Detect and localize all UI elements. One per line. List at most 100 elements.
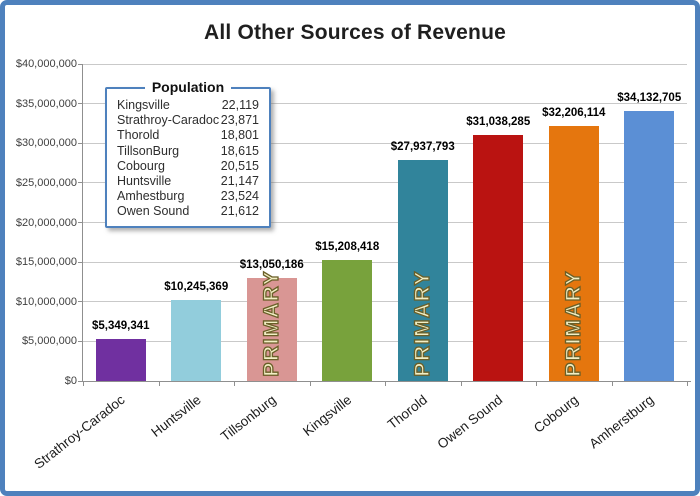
bar-cobourg: PRIMARY bbox=[548, 125, 599, 381]
gridline bbox=[83, 222, 687, 223]
bar-value-label: $31,038,285 bbox=[466, 116, 531, 129]
legend-row-value: 21,612 bbox=[220, 204, 259, 219]
y-axis-tick-label: $40,000,000 bbox=[15, 58, 77, 70]
bar-slot: $34,132,705 bbox=[612, 64, 688, 381]
bar-value-label: $15,208,418 bbox=[315, 241, 380, 254]
legend-row: Huntsville 21,147 bbox=[117, 174, 259, 189]
x-axis-category-label: Huntsville bbox=[148, 392, 204, 440]
legend-row-name: Kingsville bbox=[117, 98, 170, 112]
y-axis-tick-label: $20,000,000 bbox=[15, 216, 77, 229]
bar-slot: PRIMARY $32,206,114 bbox=[536, 64, 612, 381]
bar-huntsville bbox=[171, 299, 222, 381]
y-axis-tick bbox=[78, 261, 82, 263]
y-axis-tick bbox=[78, 103, 82, 105]
gridline bbox=[83, 103, 687, 105]
legend-row-name: Amhestburg bbox=[117, 189, 185, 204]
bar-overlay-label: PRIMARY bbox=[259, 270, 283, 378]
y-axis-tick bbox=[78, 301, 82, 303]
legend-title-text: Population bbox=[144, 79, 232, 95]
legend-row-name: Thorold bbox=[117, 128, 160, 143]
x-axis-tick bbox=[460, 382, 462, 386]
y-axis-tick bbox=[78, 222, 82, 223]
x-axis-tick bbox=[536, 382, 537, 386]
legend-row-name: Cobourg bbox=[117, 158, 165, 173]
legend-row-name: Huntsville bbox=[117, 174, 172, 189]
x-axis-tick bbox=[83, 382, 84, 386]
bar-thorold: PRIMARY bbox=[397, 159, 448, 381]
bar-slot: $5,349,341 bbox=[83, 64, 159, 381]
gridline bbox=[83, 63, 687, 65]
x-axis-category-label: Strathroy-Caradoc bbox=[31, 392, 128, 472]
gridline bbox=[83, 182, 687, 184]
legend-row-value: 21,147 bbox=[220, 174, 259, 189]
x-axis-tick bbox=[611, 382, 613, 386]
legend-row-value: 23,524 bbox=[220, 189, 259, 204]
x-axis-category-label: Cobourg bbox=[530, 392, 581, 436]
bar-slot: PRIMARY $13,050,186 bbox=[234, 64, 310, 381]
legend-row: Owen Sound 21,612 bbox=[117, 204, 259, 219]
bar-slot: PRIMARY $27,937,793 bbox=[385, 64, 461, 381]
bar-strathroy-caradoc bbox=[95, 338, 146, 381]
legend-row: Kingsville 22,119 bbox=[117, 98, 259, 113]
x-axis-category-label: Tillsonburg bbox=[218, 392, 279, 445]
legend-row-value: 18,615 bbox=[220, 143, 259, 158]
legend-row-value: 23,871 bbox=[220, 113, 259, 128]
x-axis-category-label: Kingsville bbox=[300, 392, 355, 439]
legend-row-value: 22,119 bbox=[221, 98, 259, 112]
bar-overlay-label: PRIMARY bbox=[561, 270, 585, 378]
x-axis-tick bbox=[687, 382, 688, 386]
y-axis-tick-label: $25,000,000 bbox=[15, 176, 77, 189]
bar-value-label: $27,937,793 bbox=[390, 140, 455, 153]
y-axis-tick-label: $15,000,000 bbox=[15, 256, 77, 269]
y-axis-tick bbox=[78, 142, 82, 144]
y-axis-tick-label: $35,000,000 bbox=[15, 97, 77, 110]
legend-row: Strathroy-Caradoc 23,871 bbox=[117, 113, 259, 128]
x-axis-tick bbox=[309, 382, 311, 386]
y-axis-tick-label: $30,000,000 bbox=[15, 137, 77, 150]
legend-row-value: 20,515 bbox=[220, 158, 259, 173]
x-axis-category-label: Thorold bbox=[384, 392, 430, 433]
legend-title: Population bbox=[107, 79, 269, 97]
bar-kingsville bbox=[322, 260, 373, 381]
legend-row-name: TillsonBurg bbox=[117, 143, 180, 158]
x-axis-category-label: Amherstburg bbox=[586, 392, 657, 452]
legend-row-name: Owen Sound bbox=[117, 204, 190, 219]
chart-title: All Other Sources of Revenue bbox=[203, 21, 506, 44]
y-axis-line bbox=[82, 64, 83, 382]
bar-tillsonburg: PRIMARY bbox=[246, 270, 297, 381]
legend-row: Thorold 18,801 bbox=[117, 128, 259, 143]
legend-row: Amhestburg 23,524 bbox=[117, 189, 259, 204]
bar-amherstburg bbox=[624, 110, 675, 381]
bar-value-label: $34,132,705 bbox=[617, 91, 682, 104]
bar-slot: $31,038,285 bbox=[461, 64, 537, 381]
bar-overlay-label: PRIMARY bbox=[410, 270, 434, 378]
bar-value-label: $13,050,186 bbox=[239, 258, 304, 271]
legend-row: TillsonBurg 18,615 bbox=[117, 144, 259, 159]
bar-value-label: $32,206,114 bbox=[542, 106, 606, 119]
y-axis-tick bbox=[78, 340, 82, 342]
legend-rows: Kingsville 22,119 Strathroy-Caradoc 23,871 T… bbox=[117, 98, 259, 220]
bar-value-label: $5,349,341 bbox=[91, 319, 150, 332]
x-axis-tick bbox=[385, 382, 386, 386]
y-axis-tick bbox=[78, 63, 82, 65]
x-axis-line bbox=[78, 381, 691, 382]
gridline bbox=[83, 340, 687, 342]
y-axis-tick bbox=[78, 182, 82, 184]
legend-row: Cobourg 20,515 bbox=[117, 159, 259, 174]
x-axis-category-label: Owen Sound bbox=[434, 392, 506, 452]
y-axis-tick-label: $0 bbox=[64, 375, 77, 387]
legend-box: Population Kingsville 22,119 Strathroy-Car… bbox=[105, 79, 271, 228]
x-axis-tick bbox=[158, 382, 160, 386]
plot-area: $0 $5,000,000 $10,000,000 $15,000,000 $20,00… bbox=[16, 58, 691, 472]
legend-row-value: 18,801 bbox=[220, 128, 259, 143]
x-axis-tick bbox=[234, 382, 235, 386]
bar-slot: $10,245,369 bbox=[159, 64, 235, 381]
bar-value-label: $10,245,369 bbox=[164, 280, 229, 293]
legend-row-name: Strathroy-Caradoc bbox=[117, 113, 220, 128]
bar-owen-sound bbox=[473, 135, 524, 381]
y-axis-tick-label: $10,000,000 bbox=[15, 295, 77, 308]
gridline bbox=[83, 261, 687, 263]
bar-slot: $15,208,418 bbox=[310, 64, 386, 381]
gridline bbox=[83, 301, 687, 303]
